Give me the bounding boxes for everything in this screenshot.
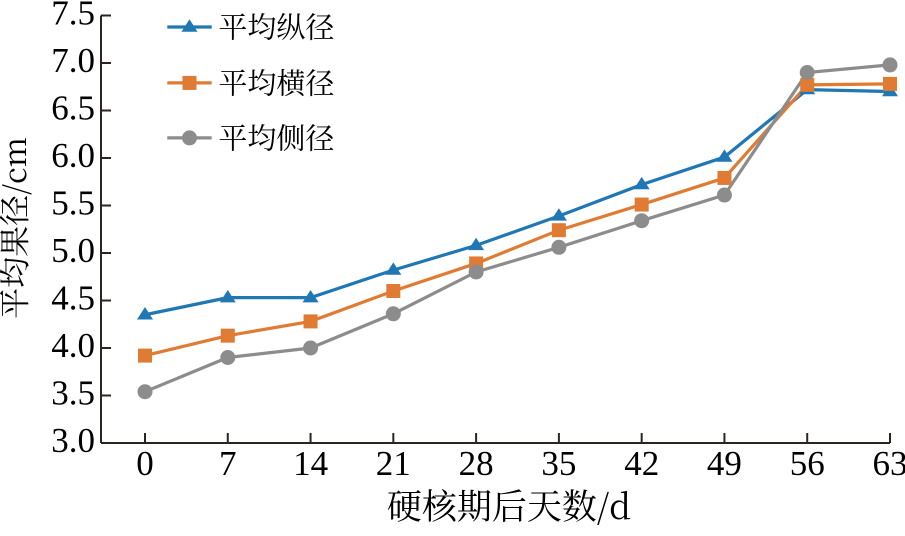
svg-text:3.5: 3.5 [51, 374, 95, 413]
svg-text:7.0: 7.0 [51, 41, 95, 80]
svg-text:平均纵径: 平均纵径 [218, 6, 334, 47]
svg-text:6.0: 6.0 [51, 136, 95, 175]
svg-text:4.0: 4.0 [51, 326, 95, 365]
svg-text:63: 63 [873, 444, 905, 483]
svg-text:56: 56 [790, 444, 825, 483]
svg-text:5.0: 5.0 [51, 231, 95, 270]
svg-text:平均横径: 平均横径 [218, 61, 334, 102]
svg-text:14: 14 [293, 444, 328, 483]
svg-text:42: 42 [624, 444, 659, 483]
svg-text:28: 28 [459, 444, 494, 483]
svg-text:0: 0 [136, 444, 154, 483]
svg-text:平均侧径: 平均侧径 [218, 116, 334, 157]
svg-text:7: 7 [219, 444, 237, 483]
svg-text:平均果径/cm: 平均果径/cm [0, 137, 35, 319]
svg-text:6.5: 6.5 [51, 89, 95, 128]
svg-text:21: 21 [376, 444, 411, 483]
svg-text:5.5: 5.5 [51, 184, 95, 223]
svg-text:49: 49 [707, 444, 742, 483]
svg-text:硬核期后天数/d: 硬核期后天数/d [387, 480, 631, 530]
svg-text:7.5: 7.5 [51, 0, 95, 33]
svg-text:4.5: 4.5 [51, 279, 95, 318]
svg-text:3.0: 3.0 [51, 421, 95, 460]
svg-text:35: 35 [541, 444, 576, 483]
